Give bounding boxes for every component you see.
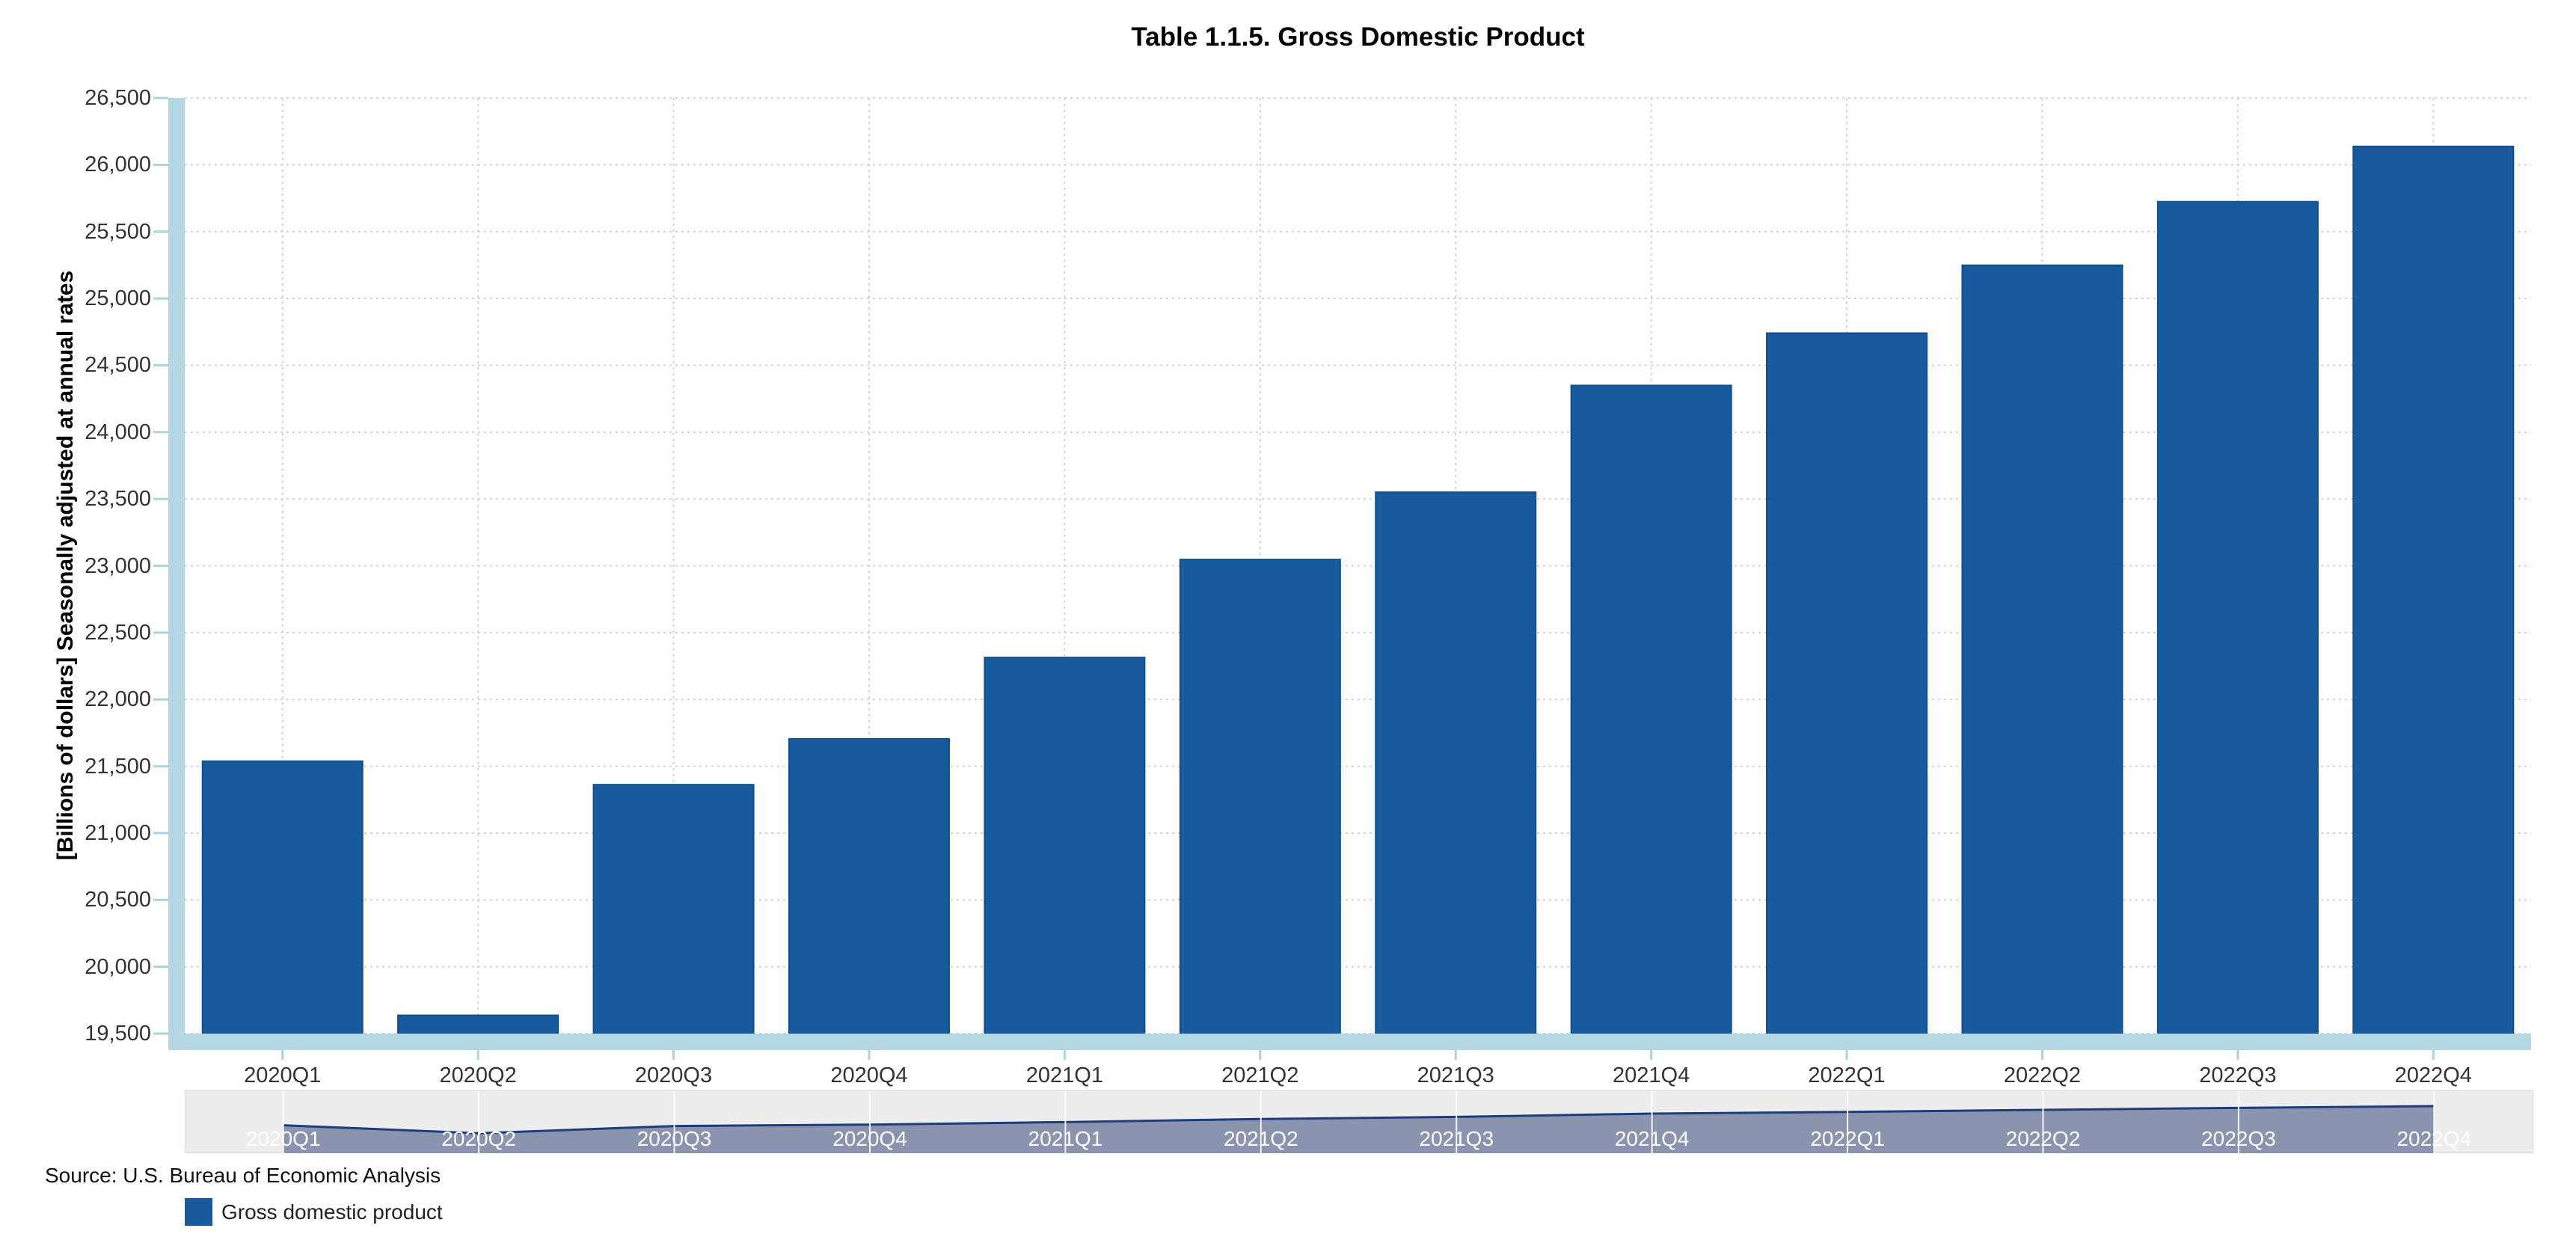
source-note: Source: U.S. Bureau of Economic Analysis [45, 1164, 441, 1187]
y-tick-label: 26,500 [85, 86, 151, 110]
bar-2022Q3[interactable] [2156, 200, 2319, 1034]
y-tick-label: 21,500 [85, 754, 151, 779]
horizontal-gridlines [185, 97, 2531, 1034]
y-tick-label: 26,000 [85, 153, 151, 177]
x-axis-scrollbar[interactable] [185, 1034, 2531, 1050]
x-tick-label: 2021Q3 [1417, 1063, 1494, 1087]
navigator-label: 2020Q2 [441, 1127, 516, 1150]
navigator-label: 2022Q4 [2396, 1127, 2472, 1150]
navigator-label: 2021Q2 [1223, 1127, 1298, 1150]
x-tick-label: 2020Q4 [830, 1063, 908, 1087]
y-tick-label: 22,500 [85, 620, 151, 645]
bar-2020Q3[interactable] [592, 784, 755, 1034]
y-tick-label: 25,000 [85, 286, 151, 311]
x-tick-label: 2021Q2 [1221, 1063, 1299, 1087]
y-tick-label: 24,500 [85, 353, 151, 378]
y-tick-label: 21,000 [85, 820, 151, 845]
navigator-label: 2021Q3 [1419, 1127, 1494, 1150]
bar-2021Q1[interactable] [984, 657, 1146, 1034]
bar-2020Q2[interactable] [397, 1014, 559, 1034]
bar-2022Q2[interactable] [1961, 264, 2123, 1035]
navigator-label: 2021Q1 [1028, 1127, 1103, 1150]
x-tick-label: 2022Q1 [1808, 1063, 1886, 1087]
navigator-label: 2022Q1 [1810, 1127, 1885, 1150]
bar-2020Q4[interactable] [788, 737, 950, 1034]
y-tick-label: 24,000 [85, 420, 151, 444]
x-tick-label: 2020Q3 [634, 1063, 713, 1087]
axis-ticks [153, 96, 2435, 1060]
bar-2021Q3[interactable] [1375, 491, 1537, 1034]
x-tick-label: 2022Q3 [2199, 1063, 2277, 1087]
navigator-label: 2022Q3 [2201, 1127, 2276, 1150]
navigator-label: 2020Q4 [832, 1127, 907, 1150]
bar-2021Q2[interactable] [1179, 559, 1341, 1034]
y-tick-label: 20,000 [85, 954, 151, 979]
navigator-series [282, 1091, 2435, 1154]
bar-2020Q1[interactable] [201, 760, 364, 1034]
bar-series [201, 145, 2515, 1035]
y-tick-label: 23,000 [85, 553, 151, 578]
legend-label: Gross domestic product [221, 1200, 443, 1224]
y-axis-scrollbar[interactable] [168, 98, 185, 1050]
legend-swatch-icon [185, 1198, 212, 1226]
y-tick-label: 20,500 [85, 888, 151, 912]
y-tick-label: 19,500 [85, 1022, 151, 1046]
navigator-label: 2022Q2 [2005, 1127, 2081, 1150]
x-tick-label: 2021Q4 [1613, 1063, 1690, 1087]
y-tick-label: 23,500 [85, 487, 151, 512]
x-tick-label: 2021Q1 [1025, 1063, 1103, 1087]
y-tick-label: 25,500 [85, 219, 151, 244]
navigator-label: 2020Q1 [245, 1127, 321, 1150]
bar-2022Q4[interactable] [2352, 145, 2515, 1034]
navigator-label: 2021Q4 [1614, 1127, 1690, 1150]
navigator-label: 2020Q3 [637, 1127, 712, 1150]
x-tick-label: 2022Q2 [2003, 1063, 2082, 1087]
x-tick-label: 2022Q4 [2394, 1063, 2472, 1087]
range-navigator[interactable]: 2020Q1 2020Q2 2020Q3 2020Q4 2021Q1 2021Q2 2021… [185, 1090, 2533, 1154]
chart-title: Table 1.1.5. Gross Domestic Product [1131, 22, 1585, 52]
navigator-selected-range[interactable] [283, 1106, 2435, 1153]
bar-2021Q4[interactable] [1570, 384, 1732, 1034]
x-tick-label: 2020Q1 [244, 1063, 322, 1087]
x-tick-label: 2020Q2 [439, 1063, 517, 1087]
y-tick-label: 22,000 [85, 687, 151, 712]
bar-2022Q1[interactable] [1766, 332, 1928, 1034]
